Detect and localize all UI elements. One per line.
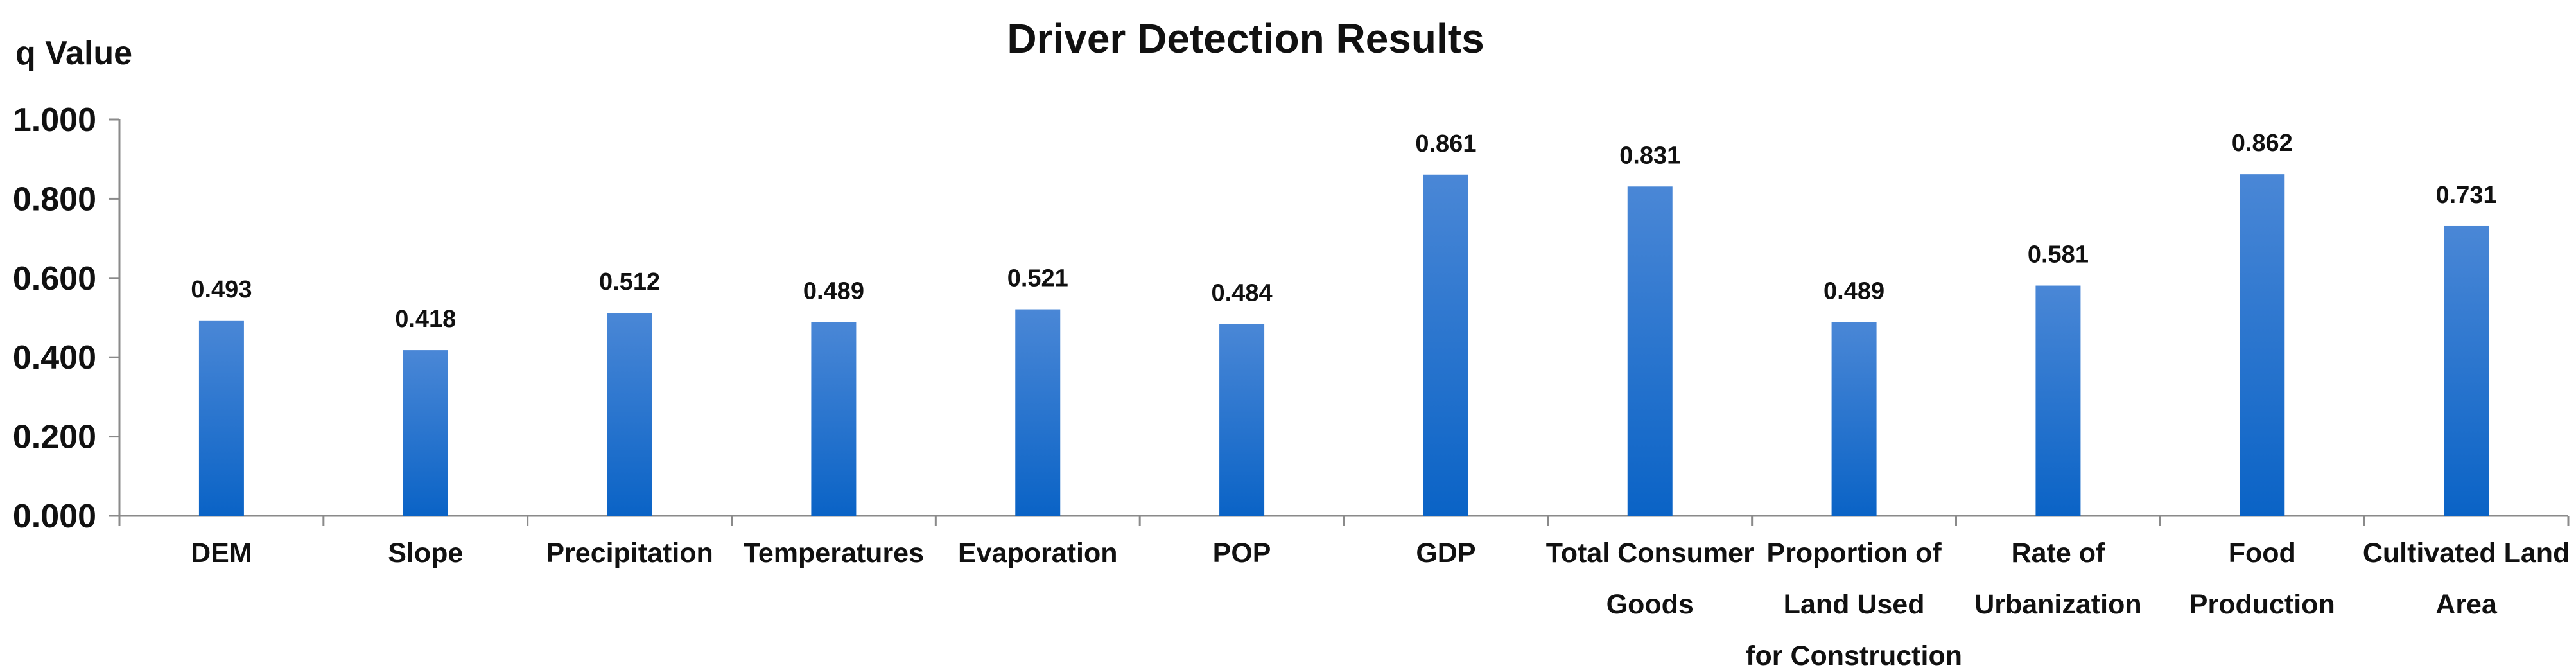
bar <box>811 322 857 516</box>
x-tick-label: Food Production <box>2189 538 2335 620</box>
x-tick-label: Evaporation <box>958 538 1118 569</box>
x-tick-label: GDP <box>1416 538 1475 569</box>
data-label: 0.831 <box>1619 142 1680 169</box>
y-tick-labels: 0.000 0.200 0.400 0.600 0.800 1.000 <box>13 101 96 535</box>
y-tick-label: 0.000 <box>13 498 96 535</box>
x-tick-label: Temperatures <box>744 538 924 569</box>
data-label: 0.512 <box>599 269 660 295</box>
data-label: 0.521 <box>1007 265 1068 292</box>
bar <box>2444 225 2489 516</box>
data-label: 0.731 <box>2436 182 2497 209</box>
x-tick-label: Rate of Urbanization <box>1974 538 2141 620</box>
data-label: 0.418 <box>395 306 456 333</box>
x-tick-label: Total Consumer Goods <box>1546 538 1754 620</box>
x-tick-label: POP <box>1213 538 1271 569</box>
x-tick-labels: DEM Slope Precipitation Temperatures Evapora… <box>191 538 2570 670</box>
x-tick-label: Slope <box>388 538 463 569</box>
y-tick-label: 0.600 <box>13 260 96 297</box>
axes <box>109 118 2570 526</box>
data-label: 0.861 <box>1415 130 1476 157</box>
data-label: 0.493 <box>191 276 252 303</box>
y-tick-label: 1.000 <box>13 101 96 139</box>
y-tick-label: 0.400 <box>13 339 96 376</box>
data-label: 0.581 <box>2028 242 2089 269</box>
x-tick-label: Proportion of Land Used for Construction <box>1746 538 1962 670</box>
y-tick-label: 0.200 <box>13 419 96 456</box>
data-labels: 0.493 0.418 0.512 0.489 0.521 0.484 0.861 0.831… <box>191 130 2496 333</box>
y-tick-label: 0.800 <box>13 181 96 218</box>
bar <box>2240 174 2285 516</box>
bar <box>198 320 244 516</box>
bars <box>198 174 2489 516</box>
data-label: 0.489 <box>1823 278 1884 304</box>
bar <box>1831 322 1877 516</box>
x-tick-label: Cultivated Land Area <box>2363 538 2570 620</box>
bar <box>1423 174 1468 516</box>
data-label: 0.862 <box>2232 130 2293 157</box>
bar <box>2035 285 2081 516</box>
data-label: 0.484 <box>1212 279 1273 306</box>
x-tick-label: DEM <box>191 538 252 569</box>
x-tick-label: Precipitation <box>546 538 713 569</box>
bar <box>403 350 448 516</box>
chart-title: Driver Detection Results <box>1007 15 1484 62</box>
bar <box>1015 309 1061 516</box>
y-axis-label: q Value <box>15 35 132 72</box>
bar <box>607 313 652 516</box>
bar <box>1219 324 1265 516</box>
data-label: 0.489 <box>803 278 864 304</box>
bar <box>1627 186 1673 516</box>
